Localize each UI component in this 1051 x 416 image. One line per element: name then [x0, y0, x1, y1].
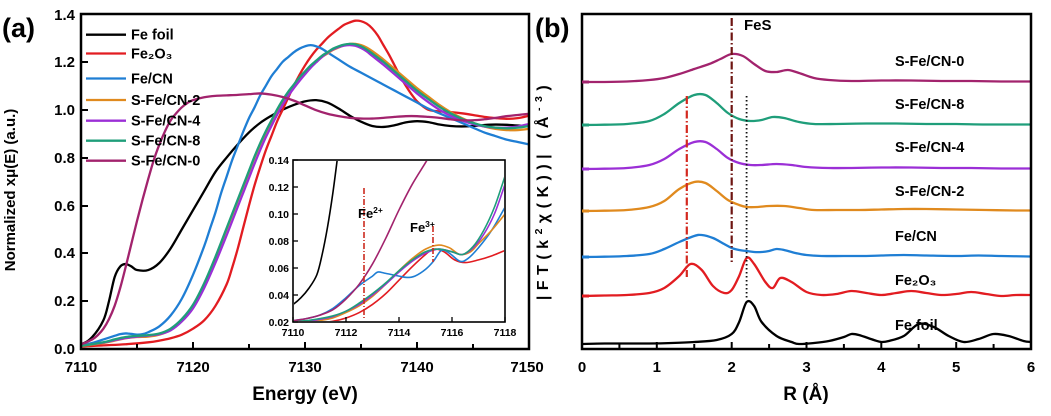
svg-text:0.4: 0.4: [54, 245, 76, 262]
svg-text:4: 4: [877, 359, 886, 376]
svg-text:S-Fe/CN-0: S-Fe/CN-0: [131, 154, 200, 170]
svg-text:7150: 7150: [510, 359, 543, 376]
svg-text:1.4: 1.4: [54, 7, 76, 24]
svg-text:0.04: 0.04: [269, 290, 290, 302]
svg-text:6: 6: [1027, 359, 1035, 376]
svg-text:1.2: 1.2: [54, 54, 75, 71]
svg-text:S-Fe/CN-4: S-Fe/CN-4: [131, 114, 200, 130]
svg-text:1: 1: [653, 359, 661, 376]
svg-text:0.8: 0.8: [54, 150, 75, 167]
svg-text:0.06: 0.06: [269, 263, 290, 275]
svg-text:7110: 7110: [65, 359, 98, 376]
svg-text:FeS: FeS: [744, 17, 772, 34]
svg-text:0.2: 0.2: [54, 293, 75, 310]
svg-text:7114: 7114: [388, 327, 411, 339]
svg-text:5: 5: [952, 359, 960, 376]
svg-text:|FT(k2χ(K))| (Å-3): |FT(k2χ(K))| (Å-3): [533, 80, 552, 300]
svg-text:3: 3: [802, 359, 810, 376]
svg-text:0.10: 0.10: [269, 209, 290, 221]
svg-text:0.12: 0.12: [269, 182, 290, 194]
svg-text:7140: 7140: [400, 359, 433, 376]
svg-text:1.0: 1.0: [54, 102, 75, 119]
svg-text:Fe₂O₃: Fe₂O₃: [895, 273, 936, 289]
svg-text:R (Å): R (Å): [783, 384, 828, 405]
svg-text:7118: 7118: [494, 327, 517, 339]
svg-text:Fe foil: Fe foil: [131, 28, 174, 44]
svg-text:S-Fe/CN-8: S-Fe/CN-8: [131, 134, 200, 150]
svg-text:Energy (eV): Energy (eV): [252, 384, 358, 405]
svg-text:Fe/CN: Fe/CN: [131, 72, 173, 88]
svg-text:S-Fe/CN-8: S-Fe/CN-8: [895, 97, 964, 113]
svg-text:2: 2: [728, 359, 736, 376]
svg-text:(b): (b): [535, 13, 569, 43]
svg-text:Normalized xμ(E) (a.u.): Normalized xμ(E) (a.u.): [2, 109, 19, 272]
svg-text:(a): (a): [2, 13, 35, 43]
svg-text:S-Fe/CN-4: S-Fe/CN-4: [895, 140, 964, 156]
svg-text:0.6: 0.6: [54, 198, 75, 215]
svg-text:Fe foil: Fe foil: [895, 318, 938, 334]
svg-text:7112: 7112: [335, 327, 358, 339]
svg-text:0.14: 0.14: [269, 155, 290, 167]
svg-text:0.08: 0.08: [269, 236, 290, 248]
svg-text:S-Fe/CN-2: S-Fe/CN-2: [895, 184, 964, 200]
svg-text:7120: 7120: [176, 359, 209, 376]
svg-text:0.0: 0.0: [54, 341, 75, 358]
svg-text:0: 0: [578, 359, 586, 376]
svg-text:7130: 7130: [288, 359, 321, 376]
svg-text:7110: 7110: [282, 327, 305, 339]
svg-text:S-Fe/CN-0: S-Fe/CN-0: [895, 54, 964, 70]
svg-text:7116: 7116: [441, 327, 464, 339]
svg-text:Fe₂O₃: Fe₂O₃: [131, 47, 172, 63]
svg-text:S-Fe/CN-2: S-Fe/CN-2: [131, 93, 200, 109]
svg-text:Fe/CN: Fe/CN: [895, 229, 937, 245]
